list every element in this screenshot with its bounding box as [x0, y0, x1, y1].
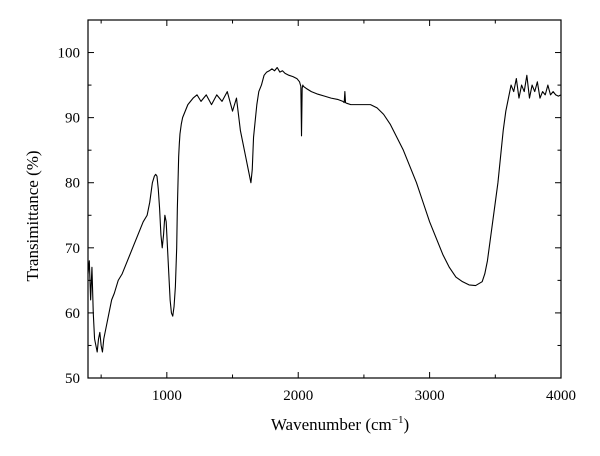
x-tick-label: 2000	[283, 388, 313, 404]
y-tick-label: 70	[65, 241, 80, 257]
y-tick-label: 80	[65, 176, 80, 192]
x-axis-title: Wavenumber (cm−1)	[271, 414, 409, 434]
x-tick-labels: 1000 2000 3000 4000	[152, 388, 576, 404]
spectrum-line	[87, 66, 562, 353]
y-tick-label: 90	[65, 111, 80, 127]
x-tick-label: 1000	[152, 388, 182, 404]
x-axis-title-main: Wavenumber (cm	[271, 415, 392, 434]
x-axis-title-sup: −1	[392, 414, 404, 426]
y-tick-label: 50	[65, 371, 80, 387]
x-tick-label: 4000	[546, 388, 576, 404]
y-tick-label: 100	[58, 46, 81, 62]
axis-ticks	[88, 20, 562, 379]
y-axis-title: Transimittance (%)	[23, 150, 42, 281]
plot-frame	[87, 19, 562, 379]
y-tick-labels: 50 60 70 80 90 100	[58, 46, 81, 387]
y-tick-label: 60	[65, 306, 80, 322]
x-axis-title-close: )	[403, 415, 409, 434]
x-tick-label: 3000	[415, 388, 445, 404]
